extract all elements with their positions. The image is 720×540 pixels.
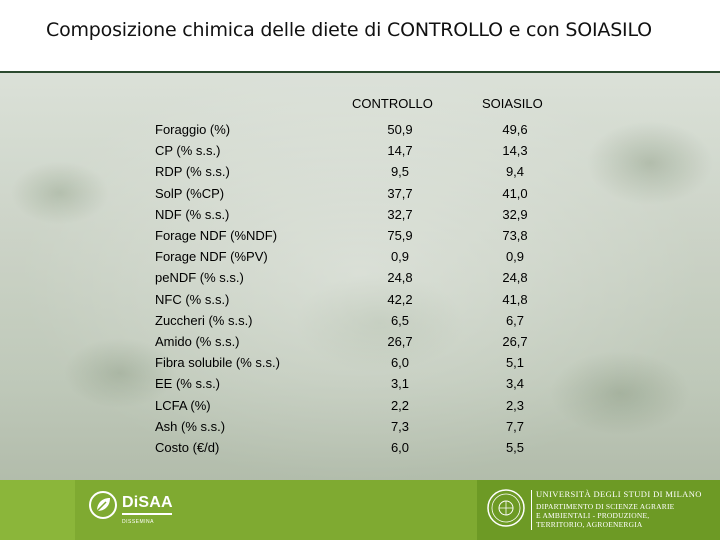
table-row: Ash (% s.s.) 7,3 7,7 [0, 419, 720, 440]
controllo-value: 3,1 [390, 376, 410, 392]
soiasilo-value: 6,7 [505, 312, 525, 328]
controllo-value: 6,0 [390, 440, 410, 455]
disaa-logo-text: DiSAA [122, 494, 173, 511]
controllo-value: 6,5 [390, 312, 410, 328]
soiasilo-value: 2,3 [505, 397, 525, 413]
soiasilo-value: 41,8 [502, 291, 528, 307]
row-label: peNDF (% s.s.) [155, 270, 244, 286]
table-row: peNDF (% s.s.) 24,8 24,8 [0, 270, 720, 291]
row-label: NFC (% s.s.) [155, 291, 230, 307]
footer: DiSAA DISSEMINA UNIVERSITÀ DEGLI STUDI D… [0, 480, 720, 540]
table-row: NFC (% s.s.) 42,2 41,8 [0, 292, 720, 313]
leaf-logo-icon [89, 491, 117, 519]
table-row: NDF (% s.s.) 32,7 32,9 [0, 207, 720, 228]
slide-title: Composizione chimica delle diete di CONT… [46, 19, 652, 41]
soiasilo-value: 41,0 [502, 185, 528, 201]
row-label: Forage NDF (%PV) [155, 249, 268, 265]
column-header-controllo: CONTROLLO [352, 96, 433, 111]
table-row: Foraggio (%) 50,9 49,6 [0, 122, 720, 143]
university-seal-icon [487, 489, 525, 527]
background-photo [0, 73, 720, 480]
row-label: EE (% s.s.) [155, 376, 221, 392]
footer-logo-band [75, 480, 477, 540]
controllo-value: 42,2 [387, 291, 413, 307]
controllo-value: 6,0 [390, 355, 410, 371]
table-row: RDP (% s.s.) 9,5 9,4 [0, 164, 720, 185]
table-row: Costo (€/d) 6,0 5,5 [0, 440, 720, 461]
table-row: Fibra solubile (% s.s.) 6,0 5,1 [0, 355, 720, 376]
title-bar: Composizione chimica delle diete di CONT… [0, 0, 720, 70]
soiasilo-value: 3,4 [505, 376, 525, 392]
soiasilo-value: 7,7 [505, 418, 525, 434]
controllo-value: 0,9 [390, 249, 410, 265]
table-row: Zuccheri (% s.s.) 6,5 6,7 [0, 313, 720, 334]
row-label: Zuccheri (% s.s.) [155, 312, 253, 328]
table-row: Forage NDF (%PV) 0,9 0,9 [0, 249, 720, 270]
table-row: Amido (% s.s.) 26,7 26,7 [0, 334, 720, 355]
department-name: DIPARTIMENTO DI SCIENZE AGRARIE E AMBIEN… [536, 502, 674, 529]
row-label: Foraggio (%) [155, 122, 231, 137]
footer-left-band [0, 480, 75, 540]
row-label: Costo (€/d) [155, 440, 220, 455]
soiasilo-value: 49,6 [502, 122, 528, 137]
soiasilo-value: 5,1 [505, 355, 525, 371]
table-row: Forage NDF (%NDF) 75,9 73,8 [0, 228, 720, 249]
soiasilo-value: 14,3 [502, 143, 528, 159]
controllo-value: 75,9 [387, 228, 413, 243]
table-row: SolP (%CP) 37,7 41,0 [0, 186, 720, 207]
department-line: E AMBIENTALI - PRODUZIONE, [536, 511, 650, 520]
department-line: DIPARTIMENTO DI SCIENZE AGRARIE [536, 502, 675, 511]
table-row: LCFA (%) 2,2 2,3 [0, 398, 720, 419]
controllo-value: 2,2 [390, 397, 410, 413]
controllo-value: 14,7 [387, 143, 413, 159]
soiasilo-value: 0,9 [505, 249, 525, 265]
table-row: CP (% s.s.) 14,7 14,3 [0, 143, 720, 164]
disaa-underline [122, 513, 172, 515]
soiasilo-value: 32,9 [502, 206, 528, 222]
controllo-value: 24,8 [387, 270, 413, 286]
photo-overlay [0, 73, 720, 480]
controllo-value: 7,3 [390, 418, 410, 434]
row-label: LCFA (%) [155, 397, 211, 413]
disaa-logo-subtext: DISSEMINA [122, 519, 155, 525]
footer-divider [531, 490, 532, 530]
row-label: Fibra solubile (% s.s.) [155, 355, 280, 371]
title-divider [0, 71, 720, 73]
row-label: Ash (% s.s.) [155, 418, 226, 434]
soiasilo-value: 24,8 [502, 270, 528, 286]
university-name: UNIVERSITÀ DEGLI STUDI DI MILANO [536, 489, 702, 499]
row-label: Forage NDF (%NDF) [155, 228, 278, 243]
row-label: Amido (% s.s.) [155, 334, 240, 349]
controllo-value: 37,7 [387, 185, 413, 201]
controllo-value: 26,7 [387, 334, 413, 349]
controllo-value: 9,5 [390, 164, 410, 180]
soiasilo-value: 26,7 [502, 334, 528, 349]
footer-right-band [477, 480, 720, 540]
soiasilo-value: 73,8 [502, 228, 528, 243]
row-label: CP (% s.s.) [155, 143, 221, 159]
department-line: TERRITORIO, AGROENERGIA [536, 520, 643, 529]
row-label: RDP (% s.s.) [155, 164, 230, 180]
column-header-soiasilo: SOIASILO [482, 96, 543, 111]
controllo-value: 32,7 [387, 206, 413, 222]
soiasilo-value: 9,4 [505, 164, 525, 180]
row-label: SolP (%CP) [155, 185, 225, 201]
row-label: NDF (% s.s.) [155, 206, 230, 222]
controllo-value: 50,9 [387, 122, 413, 137]
table-row: EE (% s.s.) 3,1 3,4 [0, 376, 720, 397]
soiasilo-value: 5,5 [505, 440, 525, 455]
